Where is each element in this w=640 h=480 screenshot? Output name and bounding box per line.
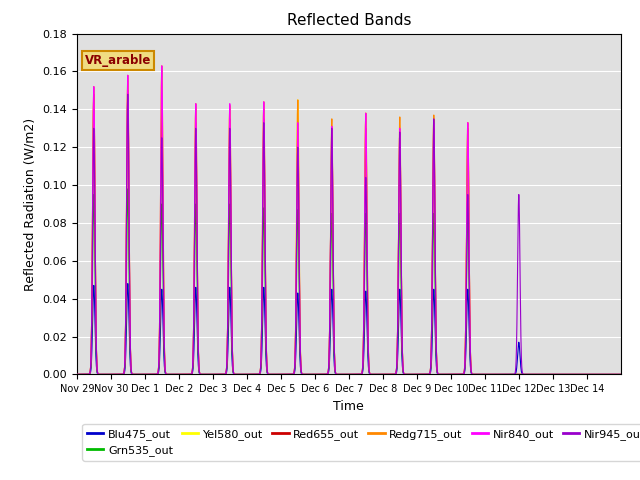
Yel580_out xyxy=(122,336,129,342)
Y-axis label: Reflected Radiation (W/m2): Reflected Radiation (W/m2) xyxy=(24,118,36,290)
Nir945_out xyxy=(617,372,625,377)
Grn535_out xyxy=(122,349,129,355)
Nir945_out xyxy=(561,372,568,377)
Nir945_out xyxy=(73,372,81,377)
Blu475_out xyxy=(223,368,230,373)
Redg715_out xyxy=(570,372,578,377)
Redg715_out xyxy=(534,372,541,377)
Blu475_out xyxy=(122,360,129,366)
Nir945_out xyxy=(570,372,578,377)
Nir945_out xyxy=(223,361,230,367)
Blu475_out xyxy=(260,289,268,295)
Text: VR_arable: VR_arable xyxy=(85,54,151,67)
Red655_out xyxy=(260,129,268,135)
Yel580_out xyxy=(570,372,578,377)
Grn535_out xyxy=(223,364,230,370)
Redg715_out xyxy=(73,372,81,377)
Red655_out xyxy=(124,87,132,93)
Nir945_out xyxy=(494,372,502,377)
Red655_out xyxy=(570,372,578,377)
Red655_out xyxy=(534,372,541,377)
Line: Redg715_out: Redg715_out xyxy=(77,66,621,374)
Grn535_out xyxy=(534,372,541,377)
Red655_out xyxy=(510,372,518,377)
Nir945_out xyxy=(122,338,129,344)
Nir840_out xyxy=(260,113,268,119)
Nir840_out xyxy=(73,372,81,377)
Redg715_out xyxy=(223,360,230,366)
Nir945_out xyxy=(260,132,268,138)
Yel580_out xyxy=(617,372,625,377)
Grn535_out xyxy=(570,372,578,377)
Yel580_out xyxy=(510,372,518,377)
Line: Yel580_out: Yel580_out xyxy=(77,68,621,374)
Nir840_out xyxy=(534,372,541,377)
Redg715_out xyxy=(122,336,129,342)
Line: Blu475_out: Blu475_out xyxy=(77,284,621,374)
Nir840_out xyxy=(510,372,518,377)
Redg715_out xyxy=(510,372,518,377)
Red655_out xyxy=(73,372,81,377)
Grn535_out xyxy=(494,372,502,377)
Nir840_out xyxy=(617,372,625,377)
Yel580_out xyxy=(494,372,502,377)
Legend: Blu475_out, Grn535_out, Yel580_out, Red655_out, Redg715_out, Nir840_out, Nir945_: Blu475_out, Grn535_out, Yel580_out, Red6… xyxy=(83,424,640,460)
Red655_out xyxy=(223,360,230,366)
Blu475_out xyxy=(534,372,541,377)
Nir945_out xyxy=(534,372,541,377)
Yel580_out xyxy=(534,372,541,377)
Red655_out xyxy=(122,337,129,343)
Blu475_out xyxy=(570,372,578,377)
Grn535_out xyxy=(617,372,625,377)
Red655_out xyxy=(617,372,625,377)
Line: Nir945_out: Nir945_out xyxy=(77,94,621,374)
Line: Grn535_out: Grn535_out xyxy=(77,189,621,374)
Red655_out xyxy=(494,372,502,377)
Nir945_out xyxy=(124,91,132,97)
X-axis label: Time: Time xyxy=(333,400,364,413)
Blu475_out xyxy=(73,372,81,377)
Grn535_out xyxy=(73,372,81,377)
Line: Nir840_out: Nir840_out xyxy=(77,66,621,374)
Nir840_out xyxy=(570,372,578,377)
Blu475_out xyxy=(617,372,625,377)
Blu475_out xyxy=(561,372,568,377)
Yel580_out xyxy=(73,372,81,377)
Nir840_out xyxy=(158,63,166,69)
Yel580_out xyxy=(223,360,230,366)
Nir840_out xyxy=(122,336,129,342)
Yel580_out xyxy=(260,115,268,120)
Redg715_out xyxy=(494,372,502,377)
Yel580_out xyxy=(158,65,166,71)
Blu475_out xyxy=(124,281,132,287)
Redg715_out xyxy=(617,372,625,377)
Line: Red655_out: Red655_out xyxy=(77,90,621,374)
Grn535_out xyxy=(510,372,518,377)
Title: Reflected Bands: Reflected Bands xyxy=(287,13,411,28)
Redg715_out xyxy=(158,63,166,69)
Nir840_out xyxy=(494,372,502,377)
Nir840_out xyxy=(223,360,230,366)
Grn535_out xyxy=(260,214,268,219)
Blu475_out xyxy=(494,372,502,377)
Grn535_out xyxy=(124,186,132,192)
Redg715_out xyxy=(260,113,268,119)
